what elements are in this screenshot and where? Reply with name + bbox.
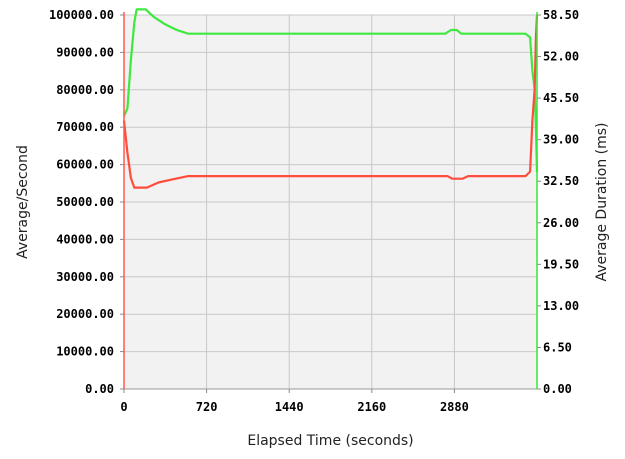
y-right-tick-label: 52.00 bbox=[543, 50, 579, 64]
y-left-tick-label: 100000.00 bbox=[49, 8, 114, 22]
y-left-tick-label: 20000.00 bbox=[56, 307, 114, 321]
y-right-tick-label: 39.00 bbox=[543, 133, 579, 147]
x-tick-label: 0 bbox=[120, 400, 127, 414]
y-left-tick-label: 80000.00 bbox=[56, 83, 114, 97]
x-tick-label: 1440 bbox=[275, 400, 304, 414]
y-right-tick-label: 6.50 bbox=[543, 340, 572, 354]
x-tick-label: 2880 bbox=[440, 400, 469, 414]
y-right-tick-label: 19.50 bbox=[543, 257, 579, 271]
y-axis-right-label: Average Duration (ms) bbox=[594, 122, 610, 281]
y-right-tick-label: 26.00 bbox=[543, 216, 579, 230]
series-lines bbox=[122, 8, 539, 189]
y-right-tick-label: 58.50 bbox=[543, 8, 579, 22]
y-left-tick-label: 10000.00 bbox=[56, 345, 114, 359]
x-tick-label: 720 bbox=[196, 400, 218, 414]
y-left-tick-label: 60000.00 bbox=[56, 158, 114, 172]
series-line-2 bbox=[122, 14, 539, 189]
y-left-tick-label: 0.00 bbox=[85, 382, 114, 396]
y-left-tick-label: 50000.00 bbox=[56, 195, 114, 209]
y-right-tick-label: 0.00 bbox=[543, 382, 572, 396]
y-axis-left-label: Average/Second bbox=[15, 145, 31, 259]
y-right-tick-label: 13.00 bbox=[543, 299, 579, 313]
y-left-tick-label: 30000.00 bbox=[56, 270, 114, 284]
y-left-tick-label: 40000.00 bbox=[56, 232, 114, 246]
x-tick-label: 2160 bbox=[357, 400, 386, 414]
axes bbox=[120, 12, 541, 393]
y-left-tick-label: 90000.00 bbox=[56, 45, 114, 59]
y-right-tick-label: 32.50 bbox=[543, 174, 579, 188]
grid-lines bbox=[124, 14, 537, 389]
series-line-1 bbox=[122, 8, 539, 173]
tick-labels: 0.00 10000.00 20000.00 30000.00 40000.00 5000… bbox=[49, 8, 579, 414]
x-axis-label: Elapsed Time (seconds) bbox=[247, 433, 413, 449]
y-left-tick-label: 70000.00 bbox=[56, 120, 114, 134]
y-right-tick-label: 45.50 bbox=[543, 91, 579, 105]
